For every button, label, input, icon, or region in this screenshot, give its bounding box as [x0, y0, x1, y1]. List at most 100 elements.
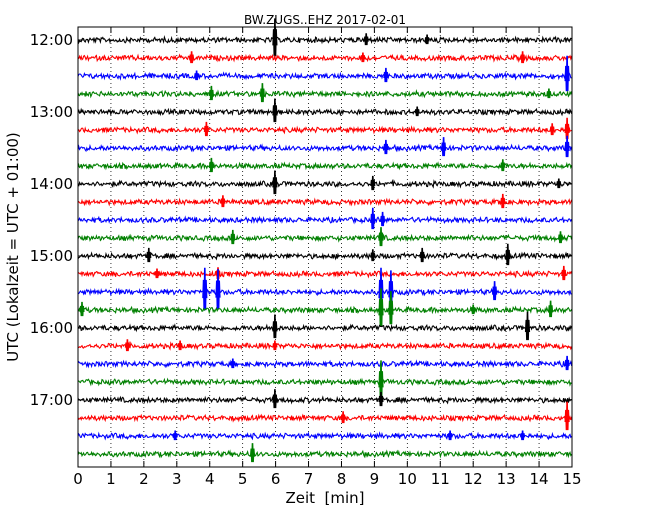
- trace-event: [564, 135, 570, 158]
- trace-event: [388, 291, 394, 325]
- x-tick-label: 3: [172, 470, 182, 488]
- trace-event: [202, 267, 208, 311]
- x-tick-label: 0: [73, 470, 83, 488]
- trace-event: [208, 157, 214, 173]
- trace-event: [383, 67, 389, 83]
- trace-event: [177, 340, 183, 351]
- x-tick-label: 10: [398, 470, 417, 488]
- trace-event: [154, 268, 160, 279]
- trace-event: [79, 301, 85, 317]
- trace-event: [189, 51, 195, 64]
- trace-event: [424, 34, 430, 45]
- trace-event: [414, 106, 420, 117]
- trace-event: [383, 139, 389, 155]
- x-tick-label: 14: [530, 470, 549, 488]
- trace-event: [546, 88, 552, 99]
- trace-event: [564, 117, 570, 140]
- x-tick-label: 11: [431, 470, 450, 488]
- trace-row: [77, 389, 572, 409]
- trace-row: [77, 135, 573, 158]
- trace-row: [77, 98, 573, 123]
- trace-noise: [77, 359, 573, 369]
- x-tick-label: 2: [139, 470, 149, 488]
- trace-noise: [77, 341, 573, 351]
- trace-row: [77, 265, 573, 281]
- trace-event: [215, 269, 221, 310]
- trace-row: [77, 311, 573, 341]
- trace-event: [249, 443, 256, 463]
- trace-noise: [77, 233, 573, 243]
- trace-noise: [77, 53, 573, 63]
- y-tick-label: 17:00: [30, 391, 73, 409]
- trace-event: [272, 170, 278, 195]
- x-tick-label: 5: [238, 470, 248, 488]
- trace-event: [194, 70, 200, 81]
- trace-row: [77, 443, 573, 463]
- trace-event: [208, 85, 214, 101]
- plot-frame: [77, 26, 573, 468]
- trace-event: [441, 137, 447, 157]
- trace-noise: [77, 323, 573, 333]
- trace-row: [77, 227, 573, 247]
- trace-event: [230, 229, 236, 245]
- trace-row: [77, 355, 573, 371]
- trace-noise: [77, 179, 572, 189]
- trace-event: [564, 401, 570, 431]
- x-axis-label: Zeit [min]: [285, 489, 364, 507]
- trace-event: [378, 360, 384, 399]
- trace-event: [564, 55, 570, 92]
- y-tick-label: 12:00: [30, 31, 73, 49]
- trace-event: [388, 270, 394, 309]
- trace-noise: [77, 269, 573, 279]
- trace-event: [500, 193, 506, 209]
- trace-row: [77, 207, 573, 230]
- trace-row: [77, 55, 572, 92]
- x-axis: 0 1 2 3 4 5 6 7 8 9 10 11 12 13 14 15: [73, 27, 582, 488]
- trace-noise: [77, 71, 572, 81]
- trace-noise: [77, 449, 573, 459]
- trace-event: [447, 430, 453, 441]
- y-tick-label: 16:00: [30, 319, 73, 337]
- trace-event: [520, 51, 526, 64]
- trace-noise: [77, 251, 572, 261]
- x-tick-label: 9: [370, 470, 380, 488]
- trace-row: [77, 430, 573, 441]
- trace-row: [77, 51, 573, 64]
- trace-event: [524, 311, 531, 341]
- trace-event: [360, 52, 366, 63]
- trace-event: [370, 207, 376, 230]
- trace-event: [272, 98, 278, 123]
- trace-event: [340, 411, 346, 424]
- trace-event: [378, 288, 384, 327]
- trace-event: [378, 391, 384, 407]
- trace-row: [77, 117, 572, 140]
- trace-event: [230, 358, 236, 369]
- trace-event: [520, 430, 526, 441]
- trace-noise: [77, 395, 572, 405]
- chart-title: BW.ZUGS..EHZ 2017-02-01: [244, 13, 406, 27]
- trace-event: [470, 304, 476, 315]
- trace-noise: [77, 35, 572, 45]
- trace-event: [378, 227, 384, 247]
- vertical-grid: [110, 27, 540, 467]
- trace-row: [77, 243, 572, 266]
- x-tick-label: 8: [337, 470, 347, 488]
- trace-event: [272, 389, 278, 409]
- trace-noise: [77, 287, 572, 297]
- trace-event: [259, 83, 265, 103]
- trace-event: [272, 314, 278, 339]
- trace-event: [220, 195, 226, 208]
- trace-noise: [77, 88, 573, 99]
- y-tick-label: 13:00: [30, 103, 73, 121]
- trace-row: [77, 401, 573, 431]
- trace-noise: [77, 413, 573, 423]
- trace-noise: [77, 305, 573, 315]
- trace-group: [77, 18, 573, 463]
- y-axis-label: UTC (Lokalzeit = UTC + 01:00): [4, 132, 22, 362]
- trace-row: [77, 339, 573, 352]
- trace-noise: [77, 161, 573, 171]
- x-tick-label: 7: [304, 470, 314, 488]
- trace-event: [272, 340, 278, 351]
- x-tick-label: 15: [562, 470, 581, 488]
